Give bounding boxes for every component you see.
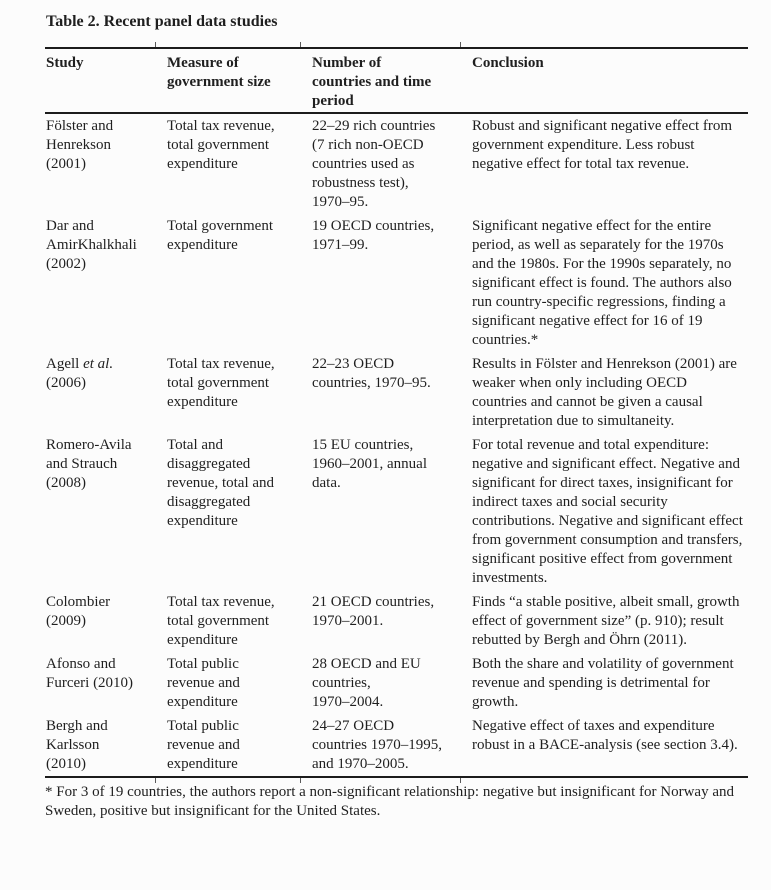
study-etal-italic: et al. <box>83 356 114 372</box>
study-cell: Agell et al. (2006) <box>45 352 155 433</box>
countries-cell: 22–23 OECD countries, 1970–95. <box>312 356 431 391</box>
table-row: Bergh and Karlsson (2010) Total public r… <box>45 714 748 777</box>
conclusion-cell: Results in Fölster and Henrekson (2001) … <box>472 356 737 429</box>
countries-cell: 15 EU countries, 1960–2001, annual data. <box>312 437 427 491</box>
col-header-study: Study <box>45 48 155 114</box>
measure-cell: Total tax revenue, total government expe… <box>167 356 275 410</box>
table-title: Table 2. Recent panel data studies <box>46 13 278 30</box>
measure-cell: Total tax revenue, total government expe… <box>167 118 275 172</box>
countries-cell: 28 OECD and EU countries, 1970–2004. <box>312 656 421 710</box>
table-row: Fölster and Henrekson (2001) Total tax r… <box>45 113 748 214</box>
study-cell: Fölster and Henrekson (2001) <box>46 118 114 172</box>
conclusion-cell: Significant negative effect for the enti… <box>472 218 732 348</box>
table-header-row: Study Measure of government size Number … <box>45 48 748 114</box>
study-text: (2006) <box>46 375 86 391</box>
measure-cell: Total public revenue and expenditure <box>167 656 240 710</box>
table-wrapper: Study Measure of government size Number … <box>45 42 748 783</box>
column-divider-tick <box>155 42 156 47</box>
table-footnote: * For 3 of 19 countries, the authors rep… <box>45 784 734 819</box>
conclusion-cell: Robust and significant negative effect f… <box>472 118 733 172</box>
panel-data-table: Study Measure of government size Number … <box>45 47 748 778</box>
countries-cell: 19 OECD countries, 1971–99. <box>312 218 435 253</box>
col-header-measure: Measure of government size <box>155 48 300 114</box>
study-text: Agell <box>46 356 84 372</box>
study-cell: Bergh and Karlsson (2010) <box>46 718 108 772</box>
conclusion-cell: Both the share and volatility of governm… <box>472 656 734 710</box>
conclusion-cell: Negative effect of taxes and expenditure… <box>472 718 738 753</box>
conclusion-cell: Finds “a stable positive, albeit small, … <box>472 594 740 648</box>
column-divider-tick <box>460 778 461 783</box>
column-divider-tick <box>300 42 301 47</box>
col-header-countries: Number of countries and time period <box>300 48 460 114</box>
conclusion-cell: For total revenue and total expenditure:… <box>472 437 743 586</box>
measure-cell: Total tax revenue, total government expe… <box>167 594 275 648</box>
table-row: Dar and AmirKhalkhali (2002) Total gover… <box>45 214 748 352</box>
column-divider-tick <box>460 42 461 47</box>
column-divider-tick <box>155 778 156 783</box>
table-row: Afonso and Furceri (2010) Total public r… <box>45 652 748 714</box>
study-cell: Afonso and Furceri (2010) <box>46 656 134 691</box>
study-cell: Dar and AmirKhalkhali (2002) <box>46 218 137 272</box>
measure-cell: Total public revenue and expenditure <box>167 718 240 772</box>
countries-cell: 24–27 OECD countries 1970–1995, and 1970… <box>312 718 442 772</box>
table-row: Colombier (2009) Total tax revenue, tota… <box>45 590 748 652</box>
column-divider-tick <box>300 778 301 783</box>
study-cell: Colombier (2009) <box>46 594 111 629</box>
table-row: Romero-Avila and Strauch (2008) Total an… <box>45 433 748 590</box>
col-header-conclusion: Conclusion <box>460 48 748 114</box>
countries-cell: 21 OECD countries, 1970–2001. <box>312 594 435 629</box>
study-cell: Romero-Avila and Strauch (2008) <box>46 437 132 491</box>
measure-cell: Total government expenditure <box>167 218 274 253</box>
table-row: Agell et al. (2006) Total tax revenue, t… <box>45 352 748 433</box>
measure-cell: Total and disaggregated revenue, total a… <box>167 437 275 529</box>
countries-cell: 22–29 rich countries (7 rich non-OECD co… <box>312 118 436 210</box>
